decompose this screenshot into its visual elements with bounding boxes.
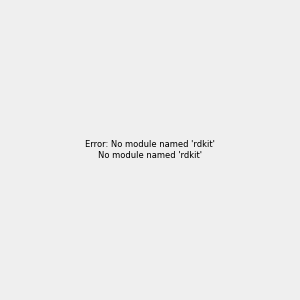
Text: Error: No module named 'rdkit'
No module named 'rdkit': Error: No module named 'rdkit' No module…: [85, 140, 215, 160]
